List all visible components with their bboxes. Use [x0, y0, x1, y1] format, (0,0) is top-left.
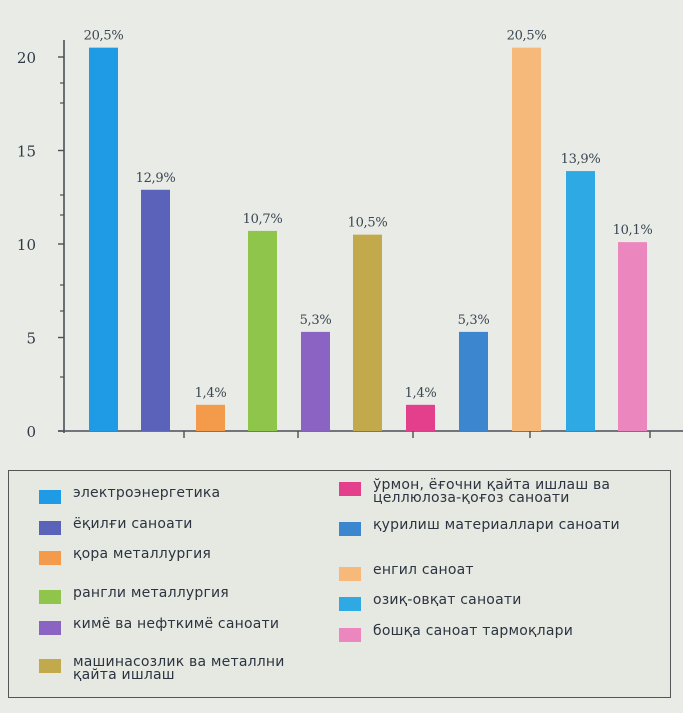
legend-swatch	[339, 522, 361, 536]
bar	[89, 47, 118, 432]
legend-item: ёқилғи саноати	[39, 516, 303, 535]
bar	[248, 230, 277, 431]
legend-swatch	[339, 482, 361, 496]
legend-swatch	[39, 521, 61, 535]
legend-swatch	[339, 628, 361, 642]
bar-value-label: 5,3%	[300, 313, 332, 328]
bar	[618, 242, 647, 431]
bar	[406, 404, 435, 431]
bar-value-label: 1,4%	[195, 386, 227, 401]
bar	[141, 189, 170, 431]
y-tick-label: 0	[26, 423, 36, 441]
bar-value-label: 13,9%	[561, 152, 601, 167]
chart-canvas: 0 5 10 15 20 20,5% 12,9% 1,4% 10,7% 5,3% 10,5% 1,4%…	[17, 29, 683, 441]
bar	[512, 47, 541, 432]
legend-label: қурилиш материаллари саноати	[373, 517, 620, 533]
legend-label: кимё ва нефткимё саноати	[73, 616, 280, 632]
bar-value-label: 5,3%	[458, 313, 490, 328]
bar-value-label: 10,7%	[243, 212, 283, 227]
y-tick-label: 5	[26, 330, 36, 348]
legend-label: қора металлургия	[73, 546, 211, 562]
bar-value-label: 20,5%	[507, 29, 547, 44]
bar-chart: 0 5 10 15 20 20,5% 12,9% 1,4% 10,7% 5,3% 10,5% 1,4%…	[17, 29, 683, 441]
bar-value-label: 10,1%	[613, 223, 653, 238]
legend-swatch	[39, 590, 61, 604]
legend-swatch	[39, 621, 61, 635]
legend-item: рангли металлургия	[39, 585, 303, 604]
bar	[566, 171, 595, 431]
legend-item: озиқ-овқат саноати	[339, 592, 668, 611]
legend-item: қурилиш материаллари саноати	[339, 517, 668, 536]
legend: электроэнергетика ёқилғи саноати қора мета…	[8, 470, 671, 698]
legend-label: ўрмон, ёғочни қайта ишлаш ва целлюлоза-қ…	[373, 477, 611, 506]
legend-label: электроэнергетика	[73, 485, 221, 501]
legend-item: бошқа саноат тармоқлари	[339, 623, 668, 642]
legend-label: бошқа саноат тармоқлари	[373, 623, 573, 639]
bar	[301, 331, 330, 431]
legend-label: машинасозлик ва металлни қайта ишлаш	[73, 654, 285, 683]
legend-label: рангли металлургия	[73, 585, 229, 601]
legend-item: машинасозлик ва металлни қайта ишлаш	[39, 654, 303, 683]
y-tick-label: 10	[17, 236, 36, 254]
legend-item: қора металлургия	[39, 546, 303, 565]
legend-item: кимё ва нефткимё саноати	[39, 616, 303, 635]
bar-value-label: 20,5%	[84, 29, 124, 44]
bar	[459, 331, 488, 431]
bar	[196, 404, 225, 431]
bar-value-label: 12,9%	[136, 171, 176, 186]
legend-label: енгил саноат	[373, 562, 474, 578]
legend-label: озиқ-овқат саноати	[373, 592, 522, 608]
legend-swatch	[339, 597, 361, 611]
bar-value-label: 10,5%	[348, 216, 388, 231]
legend-item: электроэнергетика	[39, 485, 303, 504]
bar-value-label: 1,4%	[405, 386, 437, 401]
legend-swatch	[39, 490, 61, 504]
bar	[353, 234, 382, 431]
legend-label: ёқилғи саноати	[73, 516, 193, 532]
y-tick-label: 15	[17, 143, 36, 161]
legend-swatch	[39, 551, 61, 565]
legend-swatch	[339, 567, 361, 581]
y-tick-label: 20	[17, 49, 36, 67]
legend-item: ўрмон, ёғочни қайта ишлаш ва целлюлоза-қ…	[339, 477, 668, 506]
legend-item: енгил саноат	[339, 562, 668, 581]
legend-swatch	[39, 659, 61, 673]
